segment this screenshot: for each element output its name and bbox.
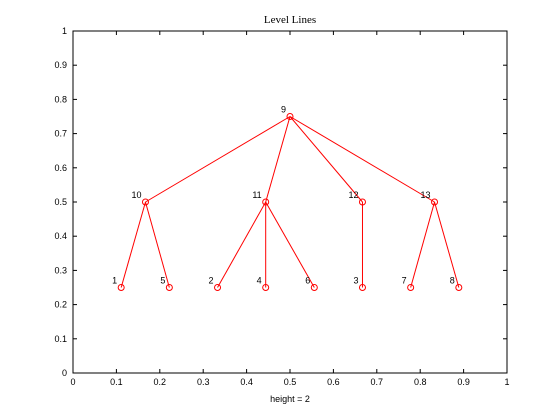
x-tick-label: 0.7: [371, 377, 384, 387]
x-tick-label: 1: [504, 377, 509, 387]
node-label-9: 9: [281, 105, 286, 115]
tree-node-8: [455, 284, 463, 291]
y-tick-label: 0.9: [54, 60, 67, 70]
tree-edge-11-6: [265, 201, 315, 288]
tree-node-9: [286, 113, 294, 120]
y-tick-label: 0.1: [54, 334, 67, 344]
tree-edge-9-11: [265, 116, 291, 203]
y-tick-label: 0.2: [54, 300, 67, 310]
node-label-8: 8: [450, 276, 455, 286]
tree-node-10: [141, 198, 149, 206]
tree-edge-13-8: [434, 201, 460, 288]
x-tick-label: 0.4: [240, 377, 253, 387]
y-tick-label: 1: [62, 26, 67, 36]
y-tick-label: 0.6: [54, 163, 67, 173]
node-label-11: 11: [252, 190, 261, 200]
node-label-1: 1: [112, 276, 117, 286]
x-tick-label: 0.9: [457, 377, 470, 387]
y-tick-label: 0.4: [54, 231, 67, 241]
x-tick-label: 0.6: [327, 377, 340, 387]
node-label-6: 6: [305, 276, 310, 286]
tree-node-4: [262, 284, 270, 291]
tree-edge-10-5: [144, 201, 170, 288]
y-tick-label: 0.7: [54, 129, 67, 139]
chart-title: Level Lines: [264, 14, 316, 26]
node-labels: 1 5 2 4 6 3 7 8 10 11 12 13 9: [112, 105, 455, 286]
x-tick-label: 0.2: [154, 377, 167, 387]
tree-node-5: [165, 284, 173, 291]
tree-node-2: [214, 284, 222, 291]
x-tick-label: 0.3: [197, 377, 210, 387]
y-tick-label: 0: [62, 368, 67, 378]
tree-node-11: [262, 198, 270, 206]
tree-edge-10-1: [120, 201, 146, 288]
node-label-13: 13: [421, 190, 431, 200]
tree-node-1: [117, 284, 125, 291]
node-label-3: 3: [353, 276, 358, 286]
x-tick-label: 0.1: [110, 377, 123, 387]
y-tick-label: 0.3: [54, 265, 67, 275]
tree-node-3: [358, 284, 366, 291]
tree-node-7: [407, 284, 415, 291]
node-label-12: 12: [348, 190, 358, 200]
tree-node-13: [431, 198, 439, 206]
y-tick-label: 0.5: [54, 197, 67, 207]
node-label-5: 5: [160, 276, 165, 286]
tree-edge-9-10: [145, 116, 291, 203]
x-tick-label: 0: [70, 377, 75, 387]
tree-edges: [120, 116, 460, 288]
node-label-7: 7: [402, 276, 407, 286]
y-tick-label: 0.8: [54, 94, 67, 104]
x-axis-label: height = 2: [270, 394, 310, 404]
node-label-10: 10: [131, 190, 141, 200]
tree-edge-11-2: [217, 201, 267, 288]
tree-edge-13-7: [410, 201, 436, 288]
tree-node-6: [310, 284, 318, 291]
plot-area: [72, 30, 508, 374]
tree-nodes: [117, 113, 463, 291]
axis-ticks: 0 0.1 0.2 0.3 0.4 0.5 0.6 0.7 0.8 0.9 100.10.20.30…: [54, 26, 509, 387]
node-label-2: 2: [209, 276, 214, 286]
tree-node-12: [358, 198, 366, 206]
tree-edge-9-12: [289, 116, 363, 203]
x-tick-label: 0.5: [284, 377, 297, 387]
tree-edge-9-13: [289, 116, 435, 203]
node-label-4: 4: [257, 276, 262, 286]
x-tick-label: 0.8: [414, 377, 427, 387]
